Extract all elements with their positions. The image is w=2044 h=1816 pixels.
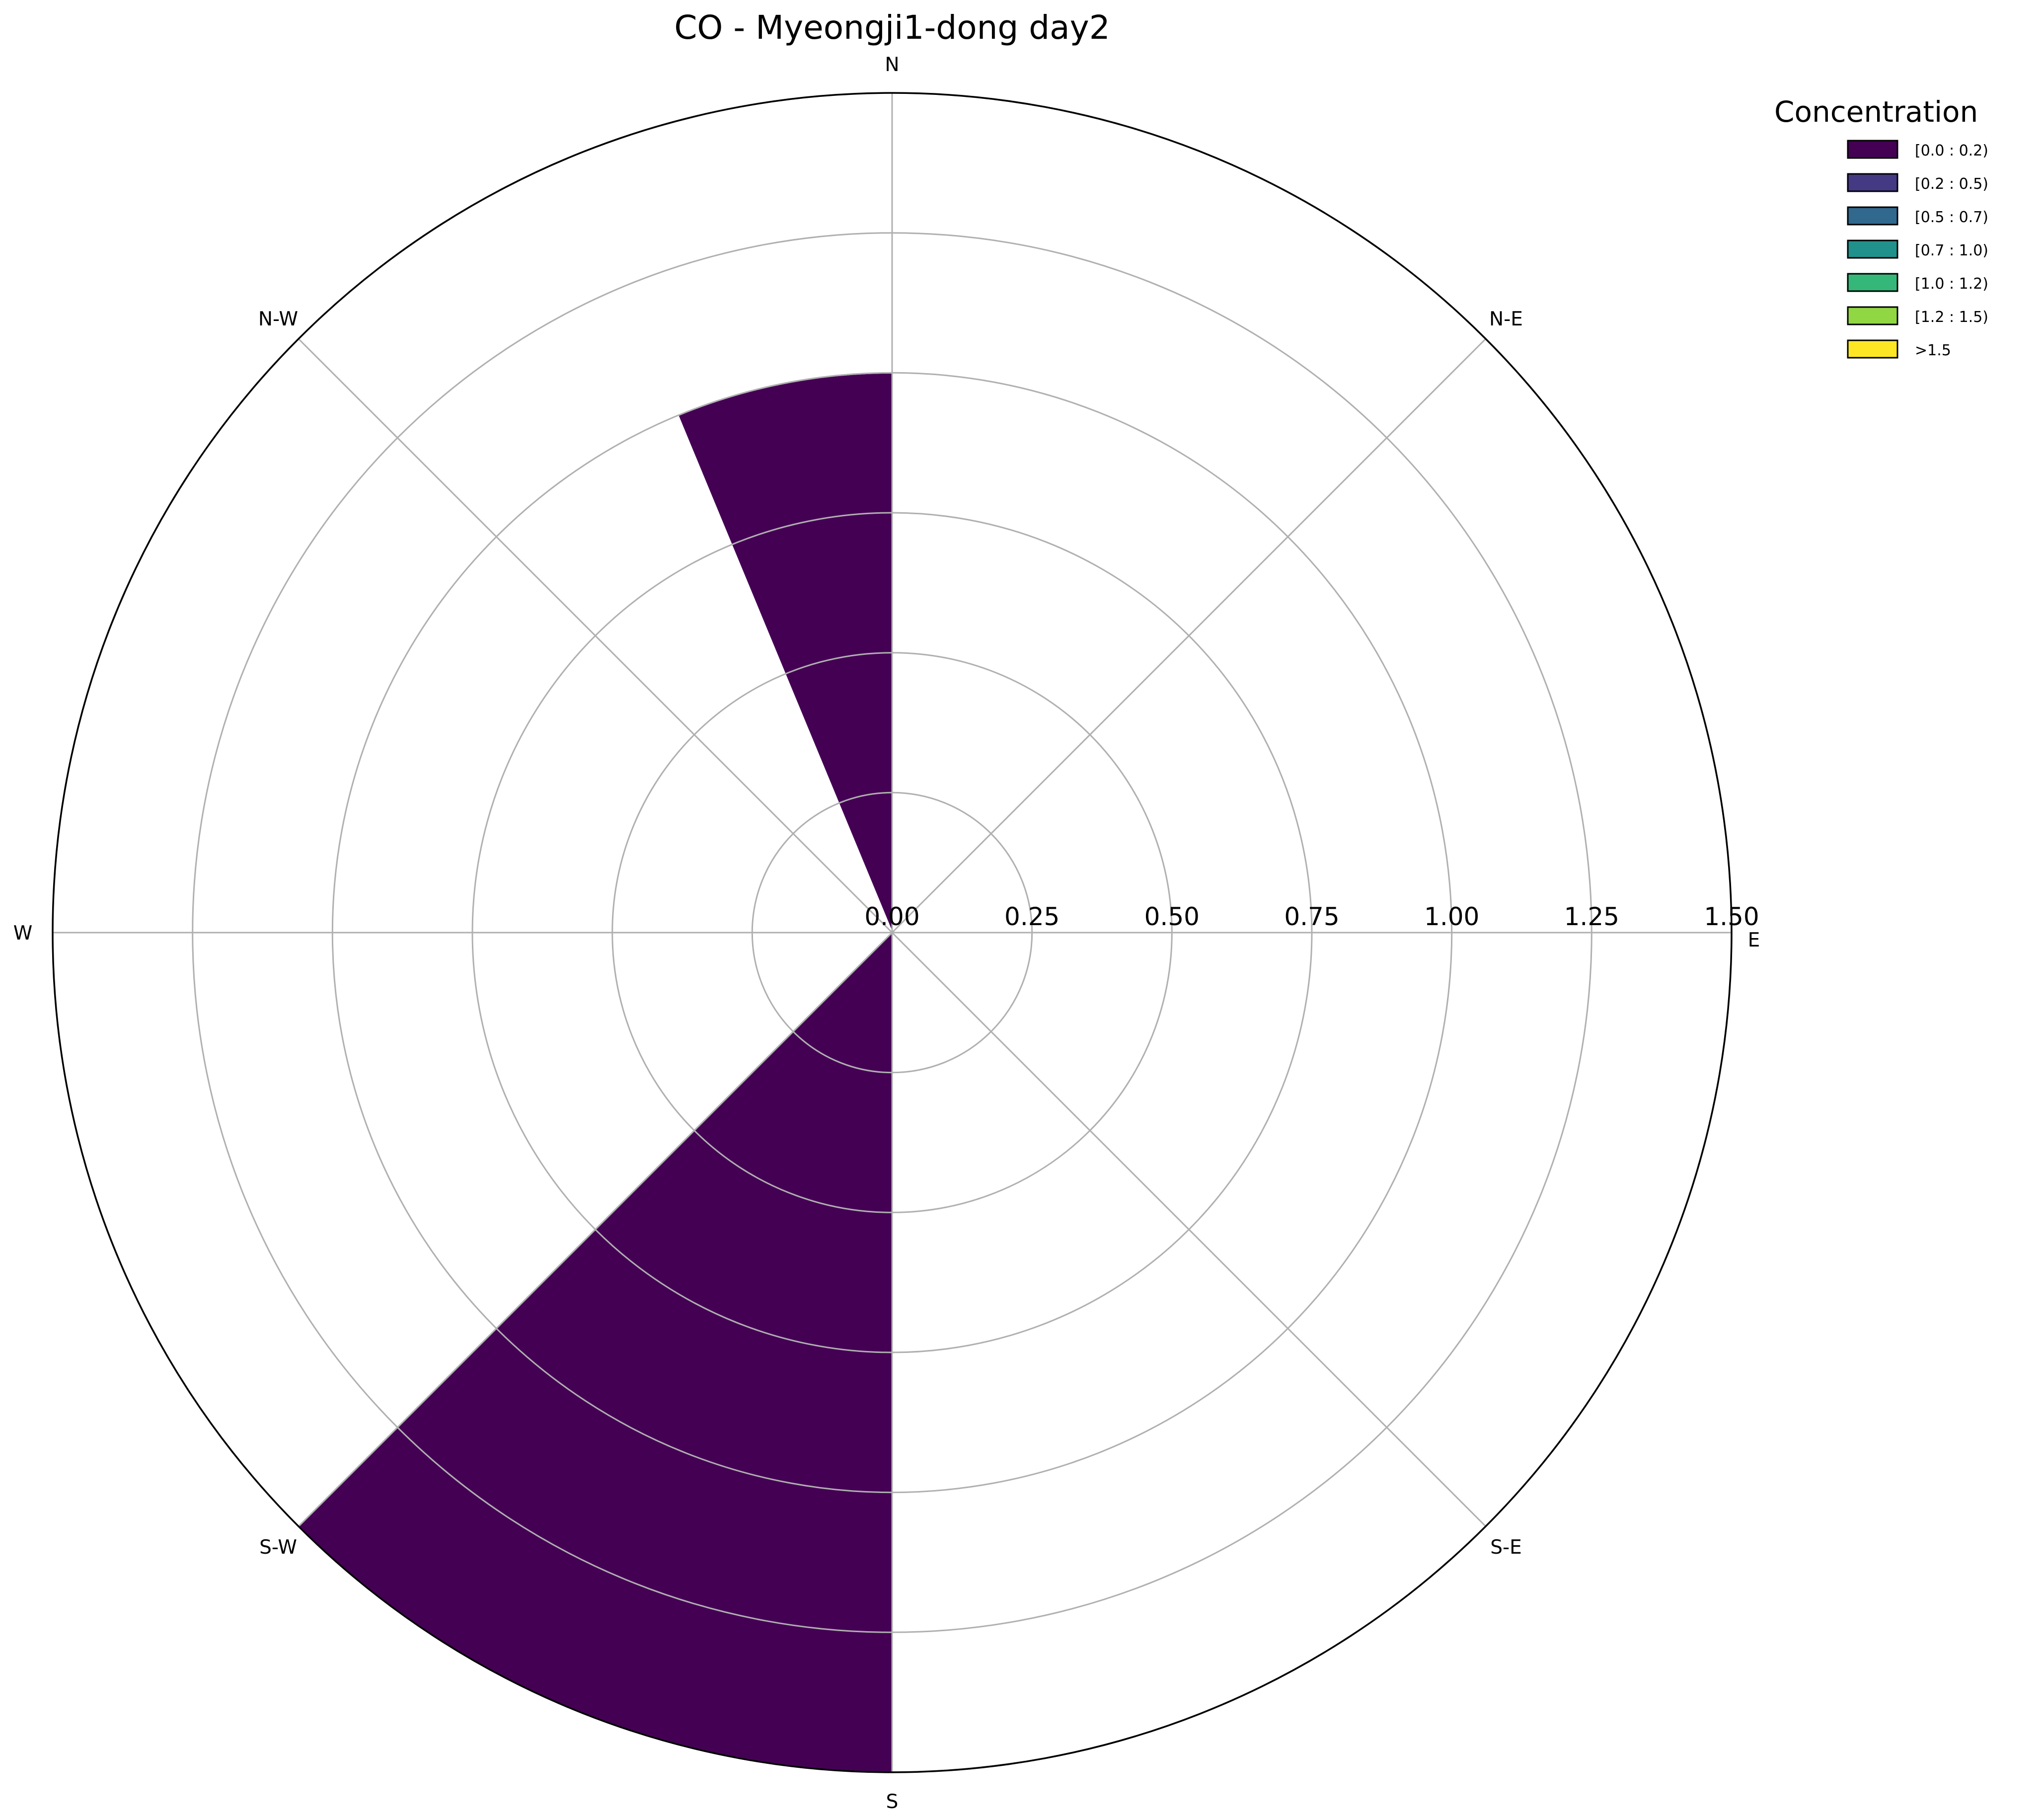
radial-tick-label: 0.25 xyxy=(1004,902,1060,931)
legend-label: >1.5 xyxy=(1915,342,1951,359)
legend-entry: [1.2 : 1.5) xyxy=(1847,306,1988,326)
legend: Concentration [0.0 : 0.2) [0.2 : 0.5) [0.5… xyxy=(1774,95,1988,359)
radial-tick-label: 1.00 xyxy=(1424,902,1479,931)
angular-gridline xyxy=(891,932,1487,1527)
legend-swatch xyxy=(1847,239,1898,259)
direction-label: S-W xyxy=(259,1536,297,1559)
legend-label: [0.2 : 0.5) xyxy=(1915,175,1988,193)
legend-swatch xyxy=(1847,206,1898,226)
radial-tick-label: 1.50 xyxy=(1704,902,1759,931)
polar-frame xyxy=(52,92,1733,1773)
legend-label: [0.5 : 0.7) xyxy=(1915,209,1988,226)
angular-gridline xyxy=(298,338,893,934)
legend-swatch xyxy=(1847,339,1898,359)
radial-tick-label: 1.25 xyxy=(1564,902,1619,931)
legend-label: [1.0 : 1.2) xyxy=(1915,275,1988,293)
direction-label: S xyxy=(886,1791,899,1813)
legend-label: [1.2 : 1.5) xyxy=(1915,309,1988,326)
legend-entry: [1.0 : 1.2) xyxy=(1847,273,1988,293)
legend-entry: [0.0 : 0.2) xyxy=(1847,140,1988,159)
legend-swatch xyxy=(1847,173,1898,192)
legend-swatch xyxy=(1847,306,1898,325)
polar-plot: E N-E N N-W W S-W S S-E 0.00 0.25 0.50 0.75 1.00 1.25… xyxy=(13,54,1760,1813)
legend-swatch xyxy=(1847,140,1898,159)
legend-entry: >1.5 xyxy=(1847,339,1951,359)
angular-gridline xyxy=(891,338,1487,934)
angular-gridline xyxy=(298,932,893,1527)
radial-tick-label: 0.50 xyxy=(1144,902,1200,931)
direction-label: W xyxy=(13,922,33,945)
radial-tick-label: 0.75 xyxy=(1284,902,1339,931)
legend-swatch xyxy=(1847,273,1898,292)
legend-entry: [0.5 : 0.7) xyxy=(1847,206,1988,226)
direction-label: E xyxy=(1748,929,1760,951)
legend-entry: [0.2 : 0.5) xyxy=(1847,173,1988,193)
legend-label: [0.7 : 1.0) xyxy=(1915,242,1988,259)
direction-label: N-E xyxy=(1489,308,1523,330)
direction-label: N xyxy=(885,54,899,76)
chart-title: CO - Myeongji1-dong day2 xyxy=(674,8,1110,47)
direction-label: N-W xyxy=(258,308,298,330)
legend-label: [0.0 : 0.2) xyxy=(1915,142,1988,159)
radial-tick-label: 0.00 xyxy=(864,902,919,931)
legend-title: Concentration xyxy=(1774,95,1978,129)
direction-label: S-E xyxy=(1490,1536,1521,1559)
legend-entry: [0.7 : 1.0) xyxy=(1847,239,1988,259)
